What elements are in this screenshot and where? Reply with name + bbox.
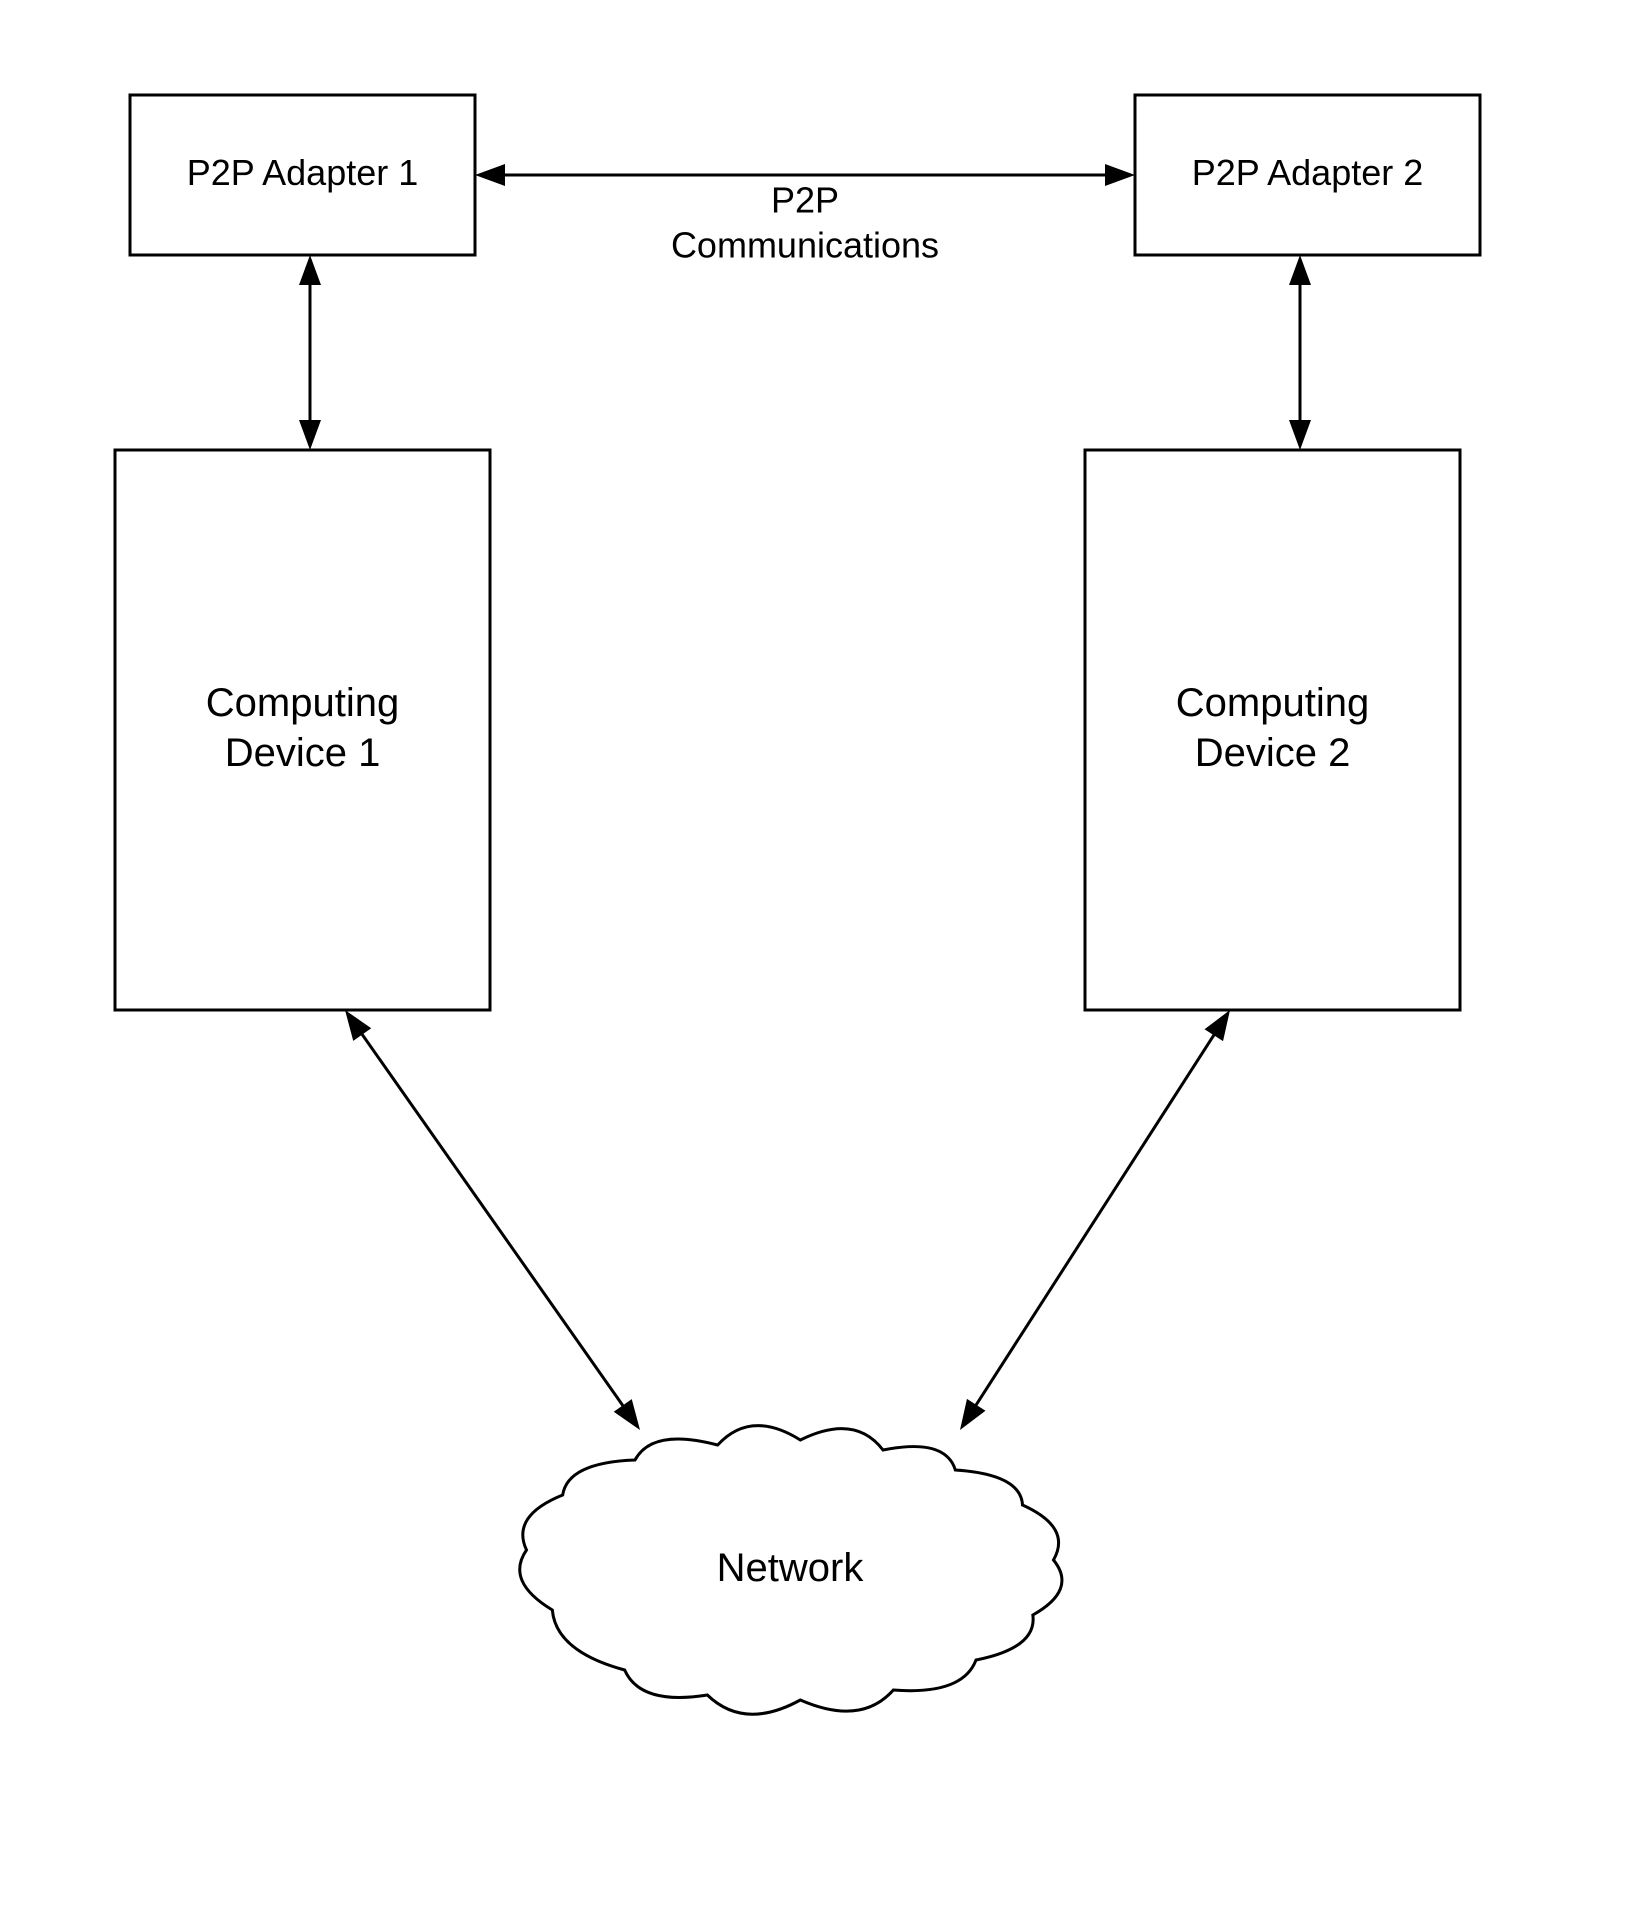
arrowhead-icon [345,1010,371,1041]
node-label-adapter1: P2P Adapter 1 [187,152,419,193]
arrowhead-icon [1289,255,1311,285]
arrowhead-icon [299,420,321,450]
arrowhead-icon [299,255,321,285]
arrowhead-icon [475,164,505,186]
node-label-network: Network [717,1546,865,1590]
arrowhead-icon [1205,1010,1230,1041]
arrowhead-icon [960,1399,985,1430]
diagram-canvas: P2P Adapter 1P2P Adapter 2ComputingDevic… [0,0,1625,1909]
edge-device1-network [359,1030,626,1411]
node-label-adapter2: P2P Adapter 2 [1192,152,1424,193]
arrowhead-icon [1105,164,1135,186]
arrowhead-icon [614,1399,640,1430]
arrowhead-icon [1289,420,1311,450]
edge-device2-network [973,1030,1217,1410]
edge-label-adapter1-adapter2: P2PCommunications [671,179,939,265]
